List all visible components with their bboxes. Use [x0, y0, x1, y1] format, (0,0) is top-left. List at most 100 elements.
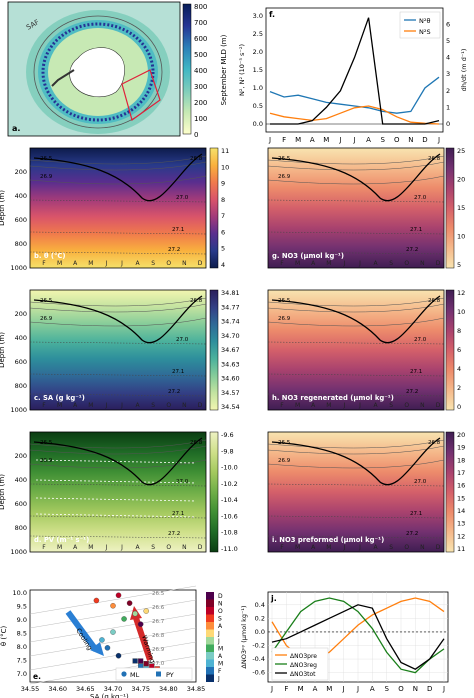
- section-xtick: A: [311, 402, 316, 409]
- panel-d-label: d. PV (m⁻¹ s⁻¹): [34, 536, 89, 544]
- panel-j-chart: J F M A M J J A S O N D J0.40.20.0-0.2-0.4-0.6ΔNO3ᵖʸ…: [240, 591, 449, 693]
- e-xtick: 34.60: [48, 685, 67, 693]
- section-cbar-tick: 11: [221, 147, 229, 155]
- j-ylabel: ΔNO3ᵖʸ (μmol kg⁻¹): [240, 605, 248, 668]
- mld-curve: [33, 153, 203, 202]
- f-ytick-right: 2: [446, 87, 450, 95]
- e-xtick: 34.55: [21, 685, 40, 693]
- ml-point: [143, 608, 149, 614]
- month-cbar-tick: M: [218, 646, 223, 653]
- section-xtick: M: [57, 544, 62, 551]
- f-ytick-right: 0: [446, 120, 450, 128]
- density-line: [29, 655, 197, 685]
- section-xtick: O: [404, 544, 409, 551]
- isopycnal-label: 27.2: [406, 531, 418, 537]
- panel-j-label: j.: [270, 594, 277, 603]
- isopycnal-upper: [267, 155, 445, 165]
- e-ytick: 8.0: [17, 643, 27, 651]
- section-xtick: D: [198, 402, 203, 409]
- f-legend-item: N²S: [419, 28, 431, 36]
- isopycnal-label: 27.2: [406, 389, 418, 395]
- section-cbar-tick: 6: [221, 228, 225, 236]
- density-line: [29, 627, 197, 657]
- f-ytick-left: 1.0: [253, 84, 263, 92]
- section-xtick: S: [151, 544, 155, 551]
- f-xtick: D: [422, 136, 427, 144]
- cooling-arrow: [65, 610, 99, 652]
- section-cbar-tick: 0: [457, 403, 461, 411]
- ml-point: [110, 629, 116, 635]
- isopycnal-upper: [267, 445, 445, 455]
- j-xtick: J: [342, 685, 345, 693]
- isopycnal-label: 27.2: [168, 531, 180, 537]
- section-xtick: D: [436, 402, 441, 409]
- isopycnal-lower: [29, 515, 207, 519]
- section-xtick: O: [166, 260, 171, 267]
- pv-contour: [35, 497, 197, 502]
- section-xtick: A: [73, 544, 78, 551]
- py-point: [143, 661, 149, 667]
- e-ytick: 10.0: [13, 589, 27, 597]
- ml-point: [126, 600, 133, 606]
- section-cbar-tick: 20: [457, 431, 465, 439]
- e-ytick: 8.5: [17, 630, 27, 638]
- depth-tick: 200: [15, 168, 27, 176]
- f-xtick: N: [408, 136, 413, 144]
- depth-tick: 800: [15, 382, 27, 390]
- depth-tick: 600: [15, 500, 27, 508]
- section-xtick: A: [73, 260, 78, 267]
- section-cbar-tick: 11: [457, 545, 465, 553]
- section-xtick: F: [280, 544, 284, 551]
- density-label: 26.6: [152, 605, 165, 611]
- section-colorbar: [209, 431, 219, 553]
- j-ytick: 0.0: [255, 628, 265, 636]
- j-xtick: J: [442, 685, 445, 693]
- isopycnal-lower: [267, 199, 445, 203]
- month-cbar-cell: [206, 674, 214, 682]
- map-colorbar-tick: 600: [194, 35, 207, 43]
- ml-point: [115, 592, 122, 599]
- density-line: [29, 613, 197, 643]
- section-cbar-tick: -9.8: [221, 447, 234, 455]
- month-cbar-cell: [206, 607, 214, 615]
- section-xtick: S: [389, 402, 393, 409]
- antarctica: [69, 47, 125, 98]
- month-cbar-cell: [206, 644, 214, 652]
- section-xtick: M: [57, 402, 62, 409]
- f-ylabel-right: dh/dt (m d⁻¹): [460, 49, 468, 92]
- isopycnal-label: 27.1: [410, 369, 422, 375]
- section-xtick: N: [182, 402, 187, 409]
- isopycnal-label: 27.0: [176, 195, 189, 201]
- section-cbar-tick: 10: [457, 233, 465, 241]
- panel-a-map: SAFa.8007006005004003002001000September …: [7, 1, 228, 139]
- saf-front: [33, 15, 163, 129]
- section-xtick: J: [343, 260, 346, 267]
- section-xtick: M: [326, 402, 331, 409]
- section-xtick: M: [326, 260, 331, 267]
- j-xtick: M: [298, 685, 304, 693]
- section-xtick: J: [105, 402, 108, 409]
- section-xtick: O: [166, 544, 171, 551]
- f-ytick-right: 3: [446, 70, 450, 78]
- ml-point: [110, 603, 116, 609]
- ml-point: [132, 610, 138, 617]
- j-ytick: -0.6: [252, 669, 265, 677]
- panel-g-section: 26.526.926.827.027.127.2F M A M J J A S O N Dg. NO…: [267, 147, 465, 269]
- isopycnal-upper: [267, 297, 445, 307]
- section-colorbar: [445, 289, 455, 411]
- f-ytick-left: 3.0: [253, 12, 263, 20]
- section-cbar-tick: -11.0: [221, 545, 238, 553]
- isopycnal-upper: [29, 459, 207, 469]
- j-ytick: -0.4: [252, 655, 265, 663]
- f-series-line-2: [270, 17, 440, 125]
- isopycnal-label: 26.9: [40, 316, 53, 322]
- f-ytick-right: 5: [446, 37, 450, 45]
- isopycnal-upper: [29, 303, 207, 313]
- f-xtick: O: [394, 136, 400, 144]
- section-cbar-tick: 10: [221, 163, 229, 171]
- isopycnal-upper: [267, 317, 445, 327]
- section-xtick: D: [198, 260, 203, 267]
- section-cbar-tick: 15: [457, 204, 465, 212]
- month-cbar-tick: O: [218, 608, 223, 615]
- isopycnal-lower: [29, 393, 207, 397]
